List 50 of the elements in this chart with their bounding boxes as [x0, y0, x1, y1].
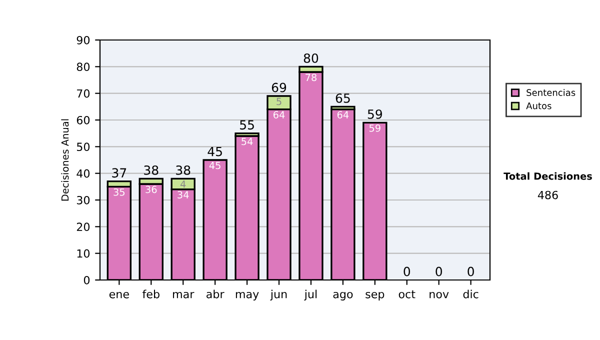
x-tick-label: abr — [206, 290, 224, 298]
legend-label: Sentencias — [526, 89, 576, 96]
data-label: 64 — [337, 111, 349, 118]
x-tick-label: ago — [333, 292, 353, 300]
total-label: 37 — [112, 168, 126, 178]
data-label: 35 — [114, 188, 125, 196]
total-label: 0 — [468, 266, 474, 276]
y-tick-label: 60 — [76, 116, 90, 124]
y-tick-label: 10 — [77, 249, 90, 258]
total-label: 38 — [144, 165, 158, 175]
data-label: 64 — [274, 111, 285, 118]
data-label: 4 — [180, 180, 186, 188]
y-tick-label: 50 — [76, 142, 90, 152]
y-axis-title: Decisiones Anual — [61, 119, 69, 201]
x-tick-label: feb — [142, 290, 160, 298]
x-tick-label: may — [236, 292, 259, 300]
text: 486 — [538, 190, 558, 200]
x-tick-label: oct — [398, 290, 416, 298]
total-label: 45 — [208, 146, 222, 156]
text: Total Decisiones — [504, 172, 592, 180]
total-label: 0 — [436, 266, 442, 276]
y-tick-label: 30 — [76, 196, 90, 204]
x-tick-label: sep — [366, 292, 384, 300]
data-label: 78 — [306, 74, 317, 82]
x-tick-label: dic — [463, 290, 478, 298]
total-label: 0 — [404, 266, 410, 276]
y-tick-label: 40 — [76, 169, 90, 178]
x-tick-label: mar — [173, 292, 194, 298]
total-label: 69 — [272, 82, 286, 92]
data-label: 54 — [242, 138, 253, 146]
y-tick-label: 20 — [76, 222, 90, 232]
data-label: 36 — [146, 186, 157, 194]
total-label: 55 — [240, 120, 254, 130]
legend-label: Autos — [526, 102, 552, 110]
x-tick-label: ene — [109, 292, 129, 298]
y-tick-label: 0 — [84, 276, 90, 284]
data-label: 45 — [209, 162, 220, 170]
total-label: 65 — [336, 93, 350, 103]
data-label: 5 — [276, 98, 282, 106]
x-tick-label: nov — [430, 292, 449, 298]
total-label: 80 — [304, 53, 318, 63]
total-label: 59 — [368, 109, 382, 119]
y-tick-label: 70 — [77, 89, 90, 98]
x-tick-label: jul — [304, 290, 317, 300]
data-label: 59 — [369, 124, 380, 132]
y-tick-label: 90 — [76, 36, 90, 44]
x-tick-label: jun — [270, 290, 287, 300]
data-label: 34 — [178, 191, 189, 198]
total-label: 38 — [176, 165, 190, 175]
y-tick-label: 80 — [76, 62, 90, 72]
